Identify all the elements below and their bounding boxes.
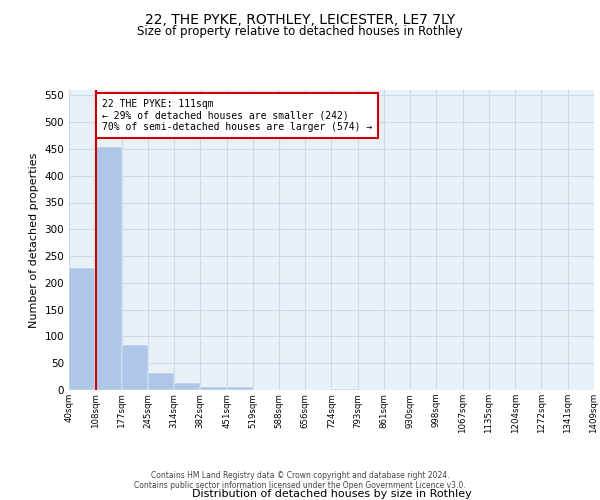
Bar (227, 388, 253, 390)
Text: Contains public sector information licensed under the Open Government Licence v3: Contains public sector information licen… (134, 482, 466, 490)
Y-axis label: Number of detached properties: Number of detached properties (29, 152, 39, 328)
Bar (174, 383, 200, 390)
X-axis label: Distribution of detached houses by size in Rothley: Distribution of detached houses by size … (191, 488, 472, 498)
Bar (69, 268, 95, 390)
Text: 22 THE PYKE: 111sqm
← 29% of detached houses are smaller (242)
70% of semi-detac: 22 THE PYKE: 111sqm ← 29% of detached ho… (102, 99, 372, 132)
Text: Size of property relative to detached houses in Rothley: Size of property relative to detached ho… (137, 25, 463, 38)
Bar (95, 148, 122, 390)
Text: 22, THE PYKE, ROTHLEY, LEICESTER, LE7 7LY: 22, THE PYKE, ROTHLEY, LEICESTER, LE7 7L… (145, 12, 455, 26)
Bar (148, 373, 174, 390)
Bar (122, 345, 148, 390)
Bar (200, 387, 227, 390)
Text: Contains HM Land Registry data © Crown copyright and database right 2024.: Contains HM Land Registry data © Crown c… (151, 472, 449, 480)
